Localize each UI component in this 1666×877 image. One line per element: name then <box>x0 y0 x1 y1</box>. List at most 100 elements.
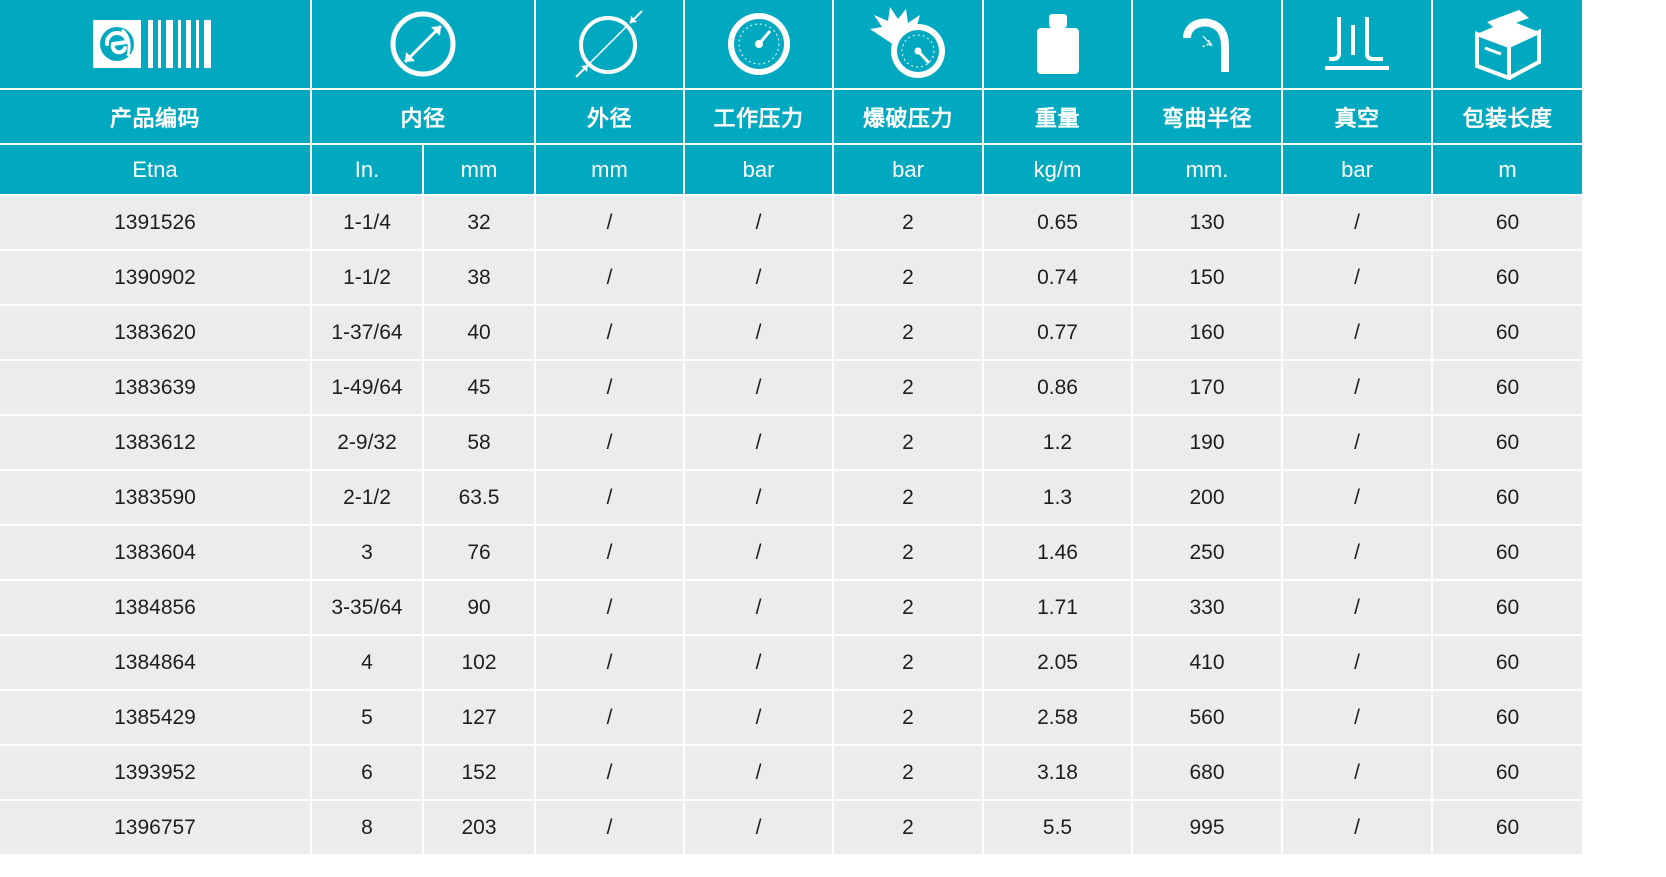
table-cell-package-length: 60 <box>1433 801 1582 854</box>
table-cell-inner-diameter-mm: 152 <box>424 746 534 799</box>
table-cell-burst-pressure: 2 <box>834 691 982 744</box>
table-cell-outer-diameter: / <box>536 416 683 469</box>
table-cell-bend-radius: 410 <box>1133 636 1281 689</box>
table-cell-bend-radius: 995 <box>1133 801 1281 854</box>
header-bend-radius: 弯曲半径 <box>1133 90 1281 143</box>
table-cell-working-pressure: / <box>685 306 832 359</box>
header-working-pressure: 工作压力 <box>685 90 832 143</box>
table-cell-package-length: 60 <box>1433 416 1582 469</box>
table-cell-outer-diameter: / <box>536 306 683 359</box>
weight-icon <box>1036 14 1079 74</box>
table-cell-burst-pressure: 2 <box>834 746 982 799</box>
icon-cell-burst-pressure <box>834 0 982 88</box>
table-cell-burst-pressure: 2 <box>834 306 982 359</box>
table-cell-product-code: 1385429 <box>0 691 310 744</box>
table-cell-vacuum: / <box>1283 801 1431 854</box>
table-cell-vacuum: / <box>1283 196 1431 249</box>
table-cell-burst-pressure: 2 <box>834 636 982 689</box>
table-cell-inner-diameter-inch: 3-35/64 <box>312 581 422 634</box>
table-cell-burst-pressure: 2 <box>834 196 982 249</box>
table-cell-working-pressure: / <box>685 581 832 634</box>
table-cell-outer-diameter: / <box>536 526 683 579</box>
header-inner-diameter: 内径 <box>312 90 534 143</box>
table-cell-inner-diameter-mm: 63.5 <box>424 471 534 524</box>
header-package-length: 包装长度 <box>1433 90 1582 143</box>
spec-grid: 产品编码 内径 外径 工作压力 爆破压力 重量 弯曲半径 真空 包装长度 Etn… <box>0 0 1582 854</box>
table-cell-vacuum: / <box>1283 306 1431 359</box>
table-cell-inner-diameter-inch: 5 <box>312 691 422 744</box>
table-cell-weight: 0.77 <box>984 306 1131 359</box>
table-cell-inner-diameter-inch: 1-37/64 <box>312 306 422 359</box>
table-cell-package-length: 60 <box>1433 581 1582 634</box>
working-pressure-gauge-icon <box>727 13 790 75</box>
table-cell-bend-radius: 560 <box>1133 691 1281 744</box>
table-cell-product-code: 1396757 <box>0 801 310 854</box>
table-cell-weight: 2.58 <box>984 691 1131 744</box>
icon-cell-package <box>1433 0 1582 88</box>
table-cell-outer-diameter: / <box>536 581 683 634</box>
icon-cell-weight <box>984 0 1131 88</box>
table-cell-package-length: 60 <box>1433 746 1582 799</box>
table-cell-vacuum: / <box>1283 581 1431 634</box>
table-cell-outer-diameter: / <box>536 691 683 744</box>
table-cell-outer-diameter: / <box>536 471 683 524</box>
table-cell-inner-diameter-mm: 40 <box>424 306 534 359</box>
table-cell-product-code: 1383604 <box>0 526 310 579</box>
table-cell-bend-radius: 190 <box>1133 416 1281 469</box>
table-cell-package-length: 60 <box>1433 306 1582 359</box>
table-cell-inner-diameter-mm: 90 <box>424 581 534 634</box>
table-cell-package-length: 60 <box>1433 526 1582 579</box>
table-cell-product-code: 1383620 <box>0 306 310 359</box>
table-cell-inner-diameter-mm: 76 <box>424 526 534 579</box>
table-cell-outer-diameter: / <box>536 636 683 689</box>
table-cell-product-code: 1393952 <box>0 746 310 799</box>
table-cell-weight: 2.05 <box>984 636 1131 689</box>
table-cell-vacuum: / <box>1283 251 1431 304</box>
table-cell-inner-diameter-inch: 4 <box>312 636 422 689</box>
icon-cell-vacuum <box>1283 0 1431 88</box>
table-cell-burst-pressure: 2 <box>834 801 982 854</box>
table-cell-weight: 5.5 <box>984 801 1131 854</box>
table-cell-product-code: 1391526 <box>0 196 310 249</box>
table-cell-vacuum: / <box>1283 526 1431 579</box>
table-cell-bend-radius: 150 <box>1133 251 1281 304</box>
table-cell-vacuum: / <box>1283 746 1431 799</box>
table-cell-working-pressure: / <box>685 361 832 414</box>
table-cell-package-length: 60 <box>1433 251 1582 304</box>
table-cell-working-pressure: / <box>685 746 832 799</box>
table-cell-bend-radius: 200 <box>1133 471 1281 524</box>
table-cell-product-code: 1384856 <box>0 581 310 634</box>
header-burst-pressure: 爆破压力 <box>834 90 982 143</box>
table-cell-inner-diameter-inch: 2-9/32 <box>312 416 422 469</box>
bend-radius-icon <box>1183 18 1229 72</box>
brand-logo-icon <box>93 20 211 68</box>
table-cell-burst-pressure: 2 <box>834 526 982 579</box>
unit-working-pressure: bar <box>685 145 832 194</box>
table-cell-weight: 1.3 <box>984 471 1131 524</box>
icon-cell-working-pressure <box>685 0 832 88</box>
unit-burst-pressure: bar <box>834 145 982 194</box>
icon-cell-inner-diameter <box>312 0 534 88</box>
table-cell-burst-pressure: 2 <box>834 251 982 304</box>
table-cell-inner-diameter-inch: 1-49/64 <box>312 361 422 414</box>
table-cell-burst-pressure: 2 <box>834 471 982 524</box>
table-cell-product-code: 1383612 <box>0 416 310 469</box>
table-cell-bend-radius: 250 <box>1133 526 1281 579</box>
table-cell-inner-diameter-inch: 6 <box>312 746 422 799</box>
table-cell-inner-diameter-mm: 58 <box>424 416 534 469</box>
table-cell-vacuum: / <box>1283 691 1431 744</box>
table-cell-product-code: 1383639 <box>0 361 310 414</box>
table-cell-weight: 1.2 <box>984 416 1131 469</box>
table-cell-package-length: 60 <box>1433 196 1582 249</box>
table-cell-vacuum: / <box>1283 471 1431 524</box>
inner-diameter-icon <box>390 11 456 77</box>
table-cell-product-code: 1383590 <box>0 471 310 524</box>
table-cell-weight: 0.74 <box>984 251 1131 304</box>
table-cell-inner-diameter-mm: 38 <box>424 251 534 304</box>
icon-cell-code <box>0 0 310 88</box>
table-cell-inner-diameter-mm: 127 <box>424 691 534 744</box>
table-cell-package-length: 60 <box>1433 361 1582 414</box>
table-cell-burst-pressure: 2 <box>834 361 982 414</box>
table-cell-weight: 3.18 <box>984 746 1131 799</box>
table-cell-working-pressure: / <box>685 196 832 249</box>
